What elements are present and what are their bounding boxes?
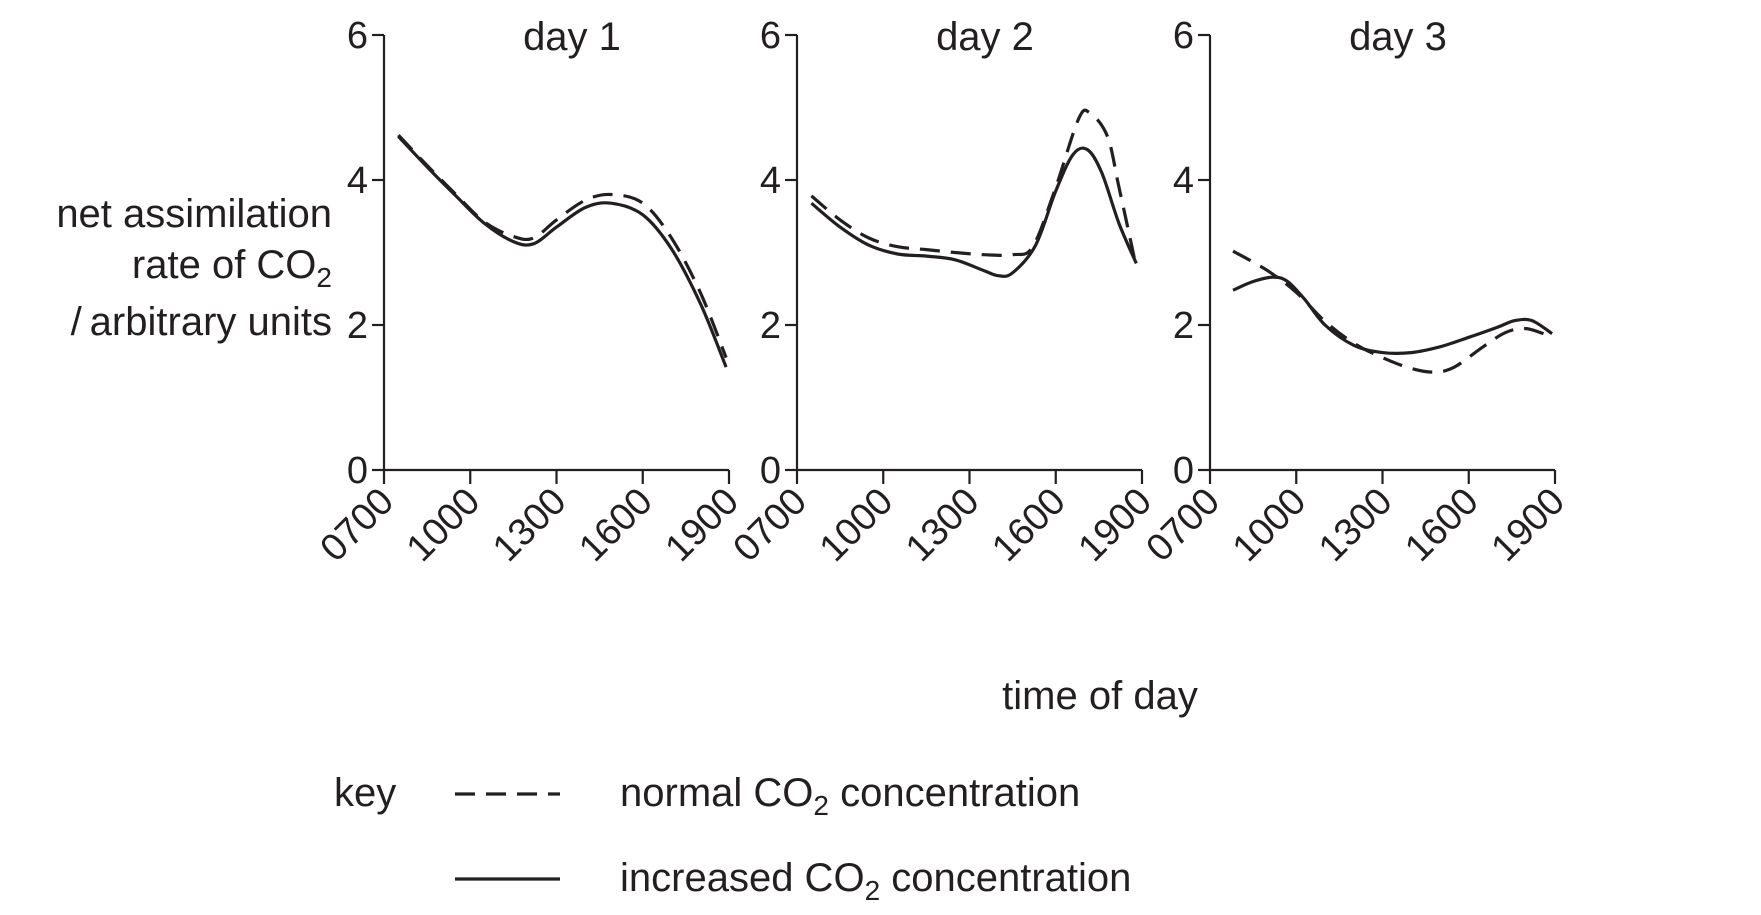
y-tick-label: 6 <box>347 15 368 57</box>
y-tick-label: 0 <box>1173 450 1194 492</box>
legend: key normal CO2​ concentration increased … <box>334 771 1131 906</box>
x-tick-label: 1300 <box>485 480 574 569</box>
legend-normal-co2-label: normal CO2​ concentration <box>620 771 1080 821</box>
axes <box>382 35 729 472</box>
x-tick-label: 1000 <box>1225 480 1314 569</box>
legend-increased-co2-label: increased CO2​ concentration <box>620 856 1131 906</box>
x-tick-label: 1600 <box>1397 480 1486 569</box>
y-tick-label: 0 <box>760 450 781 492</box>
legend-key-label: key <box>334 771 396 815</box>
x-tick-label: 1600 <box>984 480 1073 569</box>
y-axis-label-line-2: rate of CO2​ <box>132 243 332 293</box>
x-tick-label: 1300 <box>898 480 987 569</box>
panel-title: day 3 <box>1349 15 1447 59</box>
y-tick-label: 4 <box>1173 160 1194 202</box>
x-tick-label: 1900 <box>1071 480 1160 569</box>
panel-title: day 2 <box>936 15 1034 59</box>
y-axis-label-line-3: / arbitrary units <box>71 300 332 344</box>
x-tick-label: 1600 <box>571 480 660 569</box>
x-tick-label: 1900 <box>658 480 747 569</box>
y-axis-label: net assimilation rate of CO2​ / arbitrar… <box>56 192 332 344</box>
y-tick-label: 0 <box>347 450 368 492</box>
x-tick-label: 0700 <box>1139 480 1228 569</box>
increased-co2-series-line <box>810 146 1138 278</box>
y-tick-label: 4 <box>760 160 781 202</box>
y-tick-label: 2 <box>760 305 781 347</box>
x-tick-label: 1300 <box>1311 480 1400 569</box>
x-tick-label: 1000 <box>812 480 901 569</box>
y-tick-label: 2 <box>347 305 368 347</box>
normal-co2-series-line <box>397 133 728 359</box>
normal-co2-series-line <box>810 108 1138 268</box>
panel-title: day 1 <box>523 15 621 59</box>
increased-co2-series-line <box>1232 275 1554 355</box>
axes <box>1208 35 1555 472</box>
y-tick-label: 6 <box>1173 15 1194 57</box>
x-tick-label: 0700 <box>313 480 402 569</box>
y-tick-label: 4 <box>347 160 368 202</box>
x-axis-label: time of day <box>1002 674 1198 718</box>
increased-co2-series-line <box>397 135 728 368</box>
y-tick-label: 2 <box>1173 305 1194 347</box>
y-axis-label-line-1: net assimilation <box>56 192 332 236</box>
x-tick-label: 1000 <box>399 480 488 569</box>
x-tick-label: 1900 <box>1484 480 1573 569</box>
y-tick-label: 6 <box>760 15 781 57</box>
normal-co2-series-line <box>1232 249 1550 374</box>
x-tick-label: 0700 <box>726 480 815 569</box>
